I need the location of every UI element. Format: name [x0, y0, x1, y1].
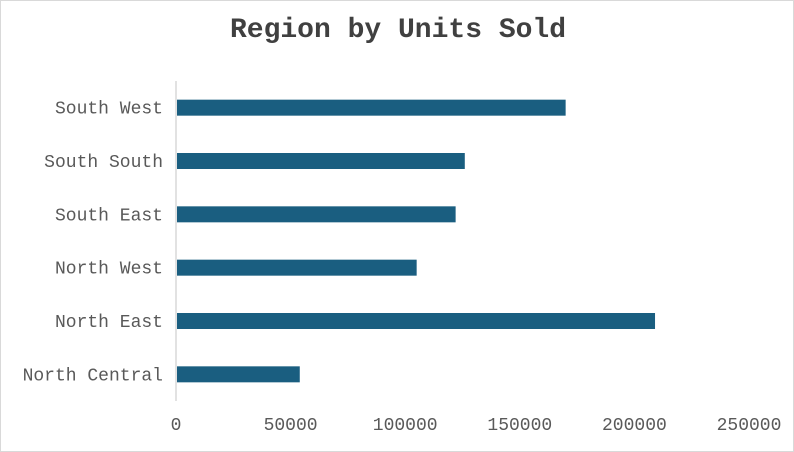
x-tick-label: 0	[171, 416, 182, 436]
category-label: South South	[44, 153, 163, 173]
bar-south-west	[177, 99, 566, 116]
category-label: North East	[55, 313, 163, 333]
category-label: South East	[55, 206, 163, 226]
category-label: North Central	[23, 366, 163, 386]
x-tick-label: 150000	[487, 416, 552, 436]
x-tick-labels: 0 50000 100000 150000 200000 250000	[171, 416, 782, 436]
x-tick-label: 100000	[373, 416, 438, 436]
x-tick-label: 200000	[602, 416, 667, 436]
bar-north-west	[177, 259, 417, 276]
bar-south-south	[177, 153, 465, 169]
bars-group	[177, 99, 656, 383]
bar-north-east	[177, 313, 656, 329]
bar-south-east	[177, 206, 456, 223]
category-label: North West	[55, 260, 163, 280]
x-tick-label: 250000	[717, 416, 782, 436]
category-labels: South West South South South East North Wes…	[23, 100, 163, 387]
chart-title: Region by Units Sold	[229, 15, 567, 46]
bar-north-central	[177, 366, 300, 383]
x-tick-label: 50000	[264, 416, 318, 436]
category-label: South West	[55, 100, 163, 120]
